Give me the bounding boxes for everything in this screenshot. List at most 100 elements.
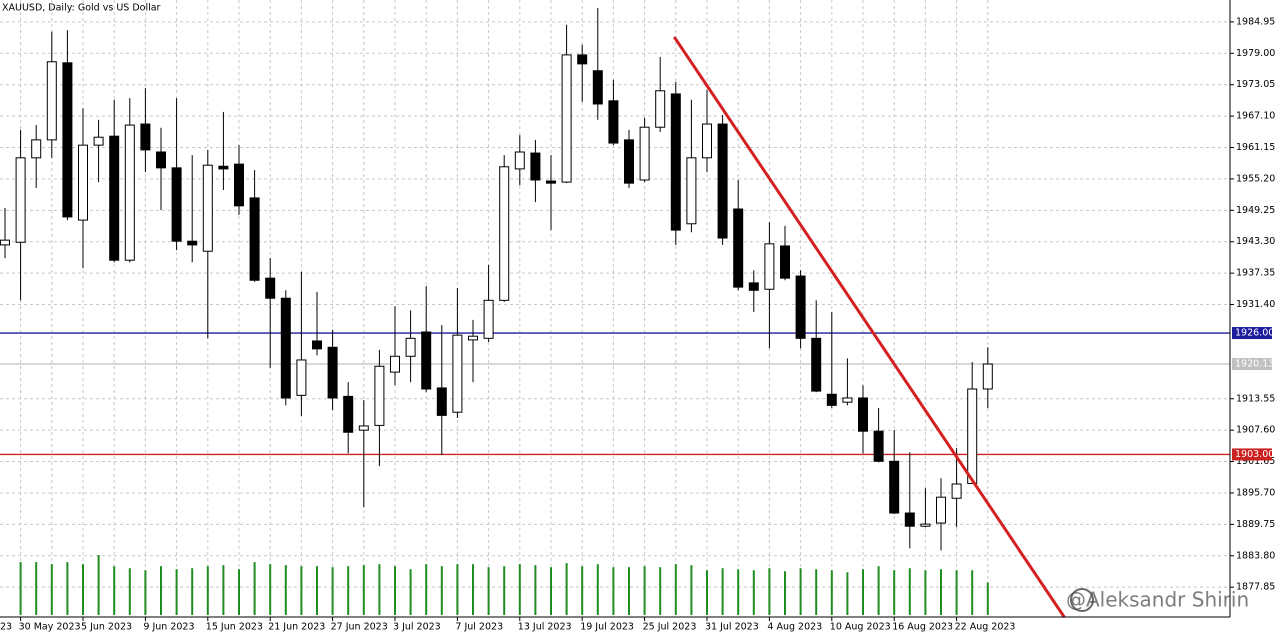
candle-body [343,395,354,433]
x-tick-label: 30 May 2023 [19,622,81,633]
candle-body [421,331,432,390]
x-tick-label: 5 Jun 2023 [81,622,132,633]
candle-body [436,387,447,416]
y-tick-label: 1907.60 [1236,425,1275,436]
candle-body [592,70,603,105]
candle-body [218,165,229,170]
y-tick-label: 1943.30 [1236,236,1275,247]
candle-body [452,334,463,413]
level-label: 1926.00 [1235,328,1274,339]
candle-body [967,388,978,484]
candle-body [655,90,666,128]
candle-body [577,54,588,65]
candle-body [468,335,478,341]
candle-body [234,163,244,207]
y-tick-label: 1901.65 [1236,456,1275,467]
candle-body [811,337,822,392]
candle-body [764,243,775,290]
y-tick-label: 1877.85 [1236,582,1275,593]
candle-body [265,277,276,299]
candle-body [156,151,166,169]
x-tick-label: 10 Aug 2023 [830,622,891,633]
candle-body [171,167,182,242]
candle-body [483,299,494,339]
chart-title: XAUUSD, Daily: Gold vs US Dollar [2,3,161,14]
candle-body [62,62,73,218]
candle-body [390,355,400,373]
x-tick-label: 19 Jul 2023 [580,622,634,633]
x-tick-label: 16 Aug 2023 [892,622,953,633]
level-label: 1920.13 [1235,359,1274,370]
y-tick-label: 1979.00 [1236,48,1275,59]
x-tick-label: 15 Jun 2023 [206,622,263,633]
candle-body [982,363,993,390]
candle-body [78,144,88,221]
watermark-icon [1070,588,1094,612]
y-tick-label: 1949.25 [1236,205,1275,216]
y-tick-label: 1967.10 [1236,111,1275,122]
x-tick-label: 13 Jul 2023 [518,622,572,633]
y-tick-label: 1883.80 [1236,550,1275,561]
candle-body [546,180,556,184]
candle-body [858,397,868,432]
y-tick-label: 1889.75 [1236,519,1275,530]
x-tick-label: 3 Jul 2023 [393,622,441,633]
candle-body [951,483,962,499]
level-tag [1232,327,1272,340]
candle-body [733,208,744,288]
candle-body [889,460,900,514]
candle-body [0,239,10,246]
candle-body [15,157,26,243]
y-tick-label: 1895.70 [1236,487,1275,498]
x-tick-label: 7 Jul 2023 [455,622,503,633]
candle-body [873,430,884,462]
candle-body [826,393,837,406]
x-tick-label: 25 Jul 2023 [643,622,697,633]
candle-body [249,197,260,281]
y-tick-label: 1931.40 [1236,299,1275,310]
candle-body [46,61,57,141]
candle-body [140,123,151,151]
x-tick-label: 23 [0,622,12,633]
x-tick-label: 22 Aug 2023 [955,622,1016,633]
candle-body [624,139,634,184]
candle-body [639,126,650,181]
candle-body [109,135,120,261]
candle-body [920,523,931,527]
candle-body [358,425,369,431]
candle-body [31,139,42,159]
y-tick-label: 1961.15 [1236,142,1275,153]
y-tick-label: 1973.05 [1236,79,1275,90]
x-tick-label: 4 Aug 2023 [767,622,822,633]
level-tag [1232,358,1272,371]
level-label: 1903.00 [1235,449,1274,460]
candle-body [187,240,198,246]
candle-body [670,93,681,231]
candle-body [312,340,322,350]
candle-body [514,151,525,170]
candle-body [608,100,619,144]
y-tick-label: 1937.35 [1236,268,1275,279]
candle-body [93,136,104,146]
candle-body [702,123,712,159]
candle-body [405,337,416,357]
candle-body [561,54,572,183]
candle-body [327,346,338,399]
candle-body [280,297,291,399]
candle-body [780,245,790,279]
candle-body [499,166,510,301]
level-tag [1232,448,1272,461]
x-tick-label: 21 Jun 2023 [268,622,325,633]
candle-body [717,123,728,239]
candle-body [795,275,806,339]
candle-body [296,359,307,396]
candle-body [904,512,915,527]
y-tick-label: 1913.55 [1236,393,1275,404]
trend-line [672,36,1066,618]
y-tick-label: 1955.20 [1236,173,1275,184]
x-tick-label: 31 Jul 2023 [705,622,759,633]
x-tick-label: 9 Jun 2023 [143,622,194,633]
candle-body [748,282,759,291]
x-tick-label: 27 Jun 2023 [331,622,388,633]
